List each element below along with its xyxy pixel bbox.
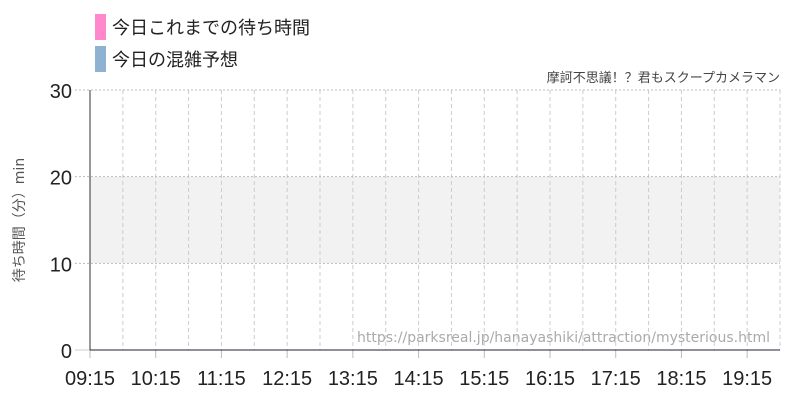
x-tick-label: 18:15: [656, 368, 706, 390]
x-tick-label: 10:15: [131, 368, 181, 390]
y-tick-label: 30: [50, 81, 72, 103]
y-tick-label: 10: [50, 254, 72, 276]
y-tick-label: 0: [61, 341, 72, 363]
legend-label: 今日これまでの待ち時間: [112, 18, 310, 39]
x-tick-label: 15:15: [459, 368, 509, 390]
x-tick-label: 11:15: [197, 368, 246, 390]
y-tick-label: 20: [50, 168, 72, 190]
chart-title: 摩訶不思議！？君もスクープカメラマン: [547, 70, 780, 86]
legend-item-forecast: 今日の混雑予想: [95, 46, 238, 72]
x-tick-label: 16:15: [525, 368, 575, 390]
shaded-band: [90, 176, 780, 264]
x-tick-label: 17:15: [591, 368, 641, 390]
legend-swatch-pink: [95, 14, 106, 40]
x-tick-label: 12:15: [262, 368, 312, 390]
x-tick-label: 14:15: [394, 368, 444, 390]
legend-item-today: 今日これまでの待ち時間: [95, 14, 310, 40]
legend-label: 今日の混雑予想: [112, 50, 238, 71]
watermark: https://parksreal.jp/hanayashiki/attract…: [357, 330, 770, 346]
x-tick-label: 19:15: [722, 368, 772, 390]
x-tick-label: 13:15: [328, 368, 378, 390]
legend-swatch-blue: [95, 46, 106, 72]
y-axis-label: 待ち時間（分）min: [12, 158, 28, 282]
x-tick-label: 09:15: [65, 368, 115, 390]
